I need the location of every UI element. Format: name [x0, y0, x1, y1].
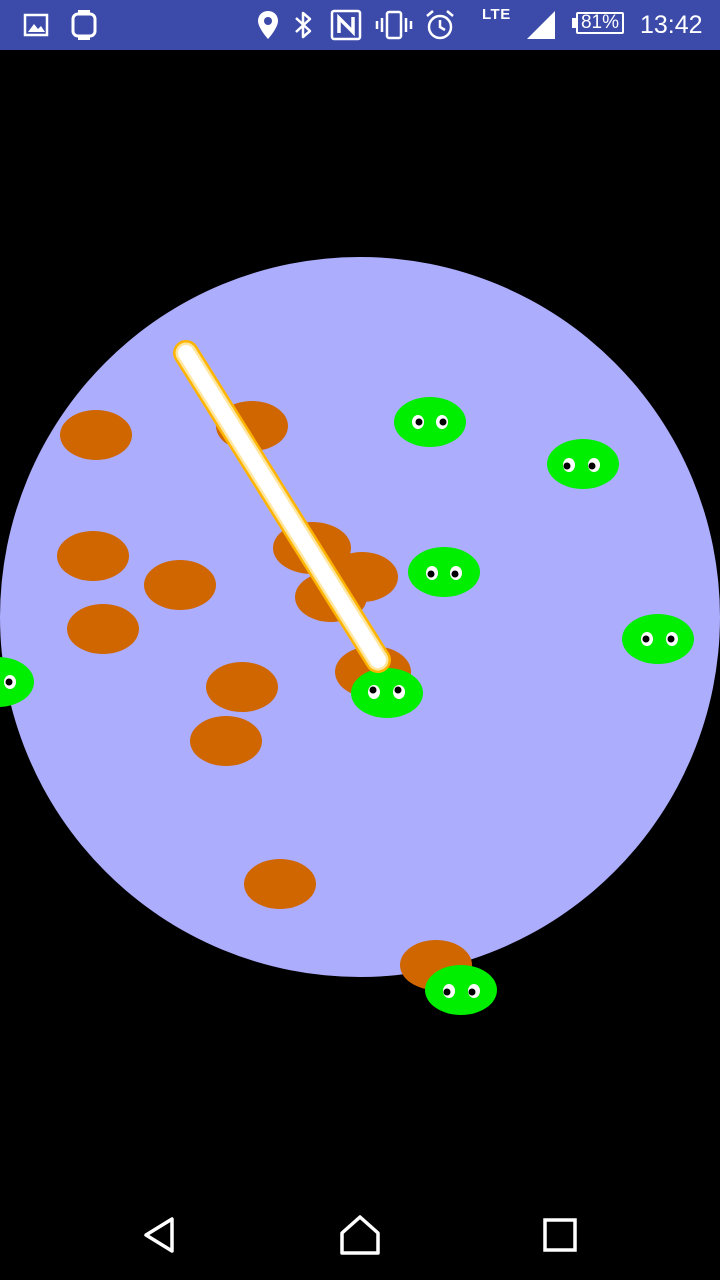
green-creature — [0, 657, 34, 707]
orange-blobs-group — [57, 401, 472, 990]
status-clock: 13:42 — [640, 11, 703, 39]
navigation-bar — [0, 1180, 720, 1280]
cellular-signal-icon — [524, 0, 558, 50]
green-creature — [547, 439, 619, 489]
orange-blob — [244, 859, 316, 909]
orange-blob — [67, 604, 139, 654]
alarm-icon — [422, 0, 458, 50]
recents-icon — [543, 1218, 577, 1252]
status-bar: LTE 81% 13:42 — [0, 0, 720, 50]
nfc-icon — [328, 0, 364, 50]
orange-blob — [206, 662, 278, 712]
network-type-label: LTE — [482, 6, 511, 23]
battery-cap — [572, 18, 576, 28]
game-canvas[interactable] — [0, 50, 720, 1180]
green-creature — [622, 614, 694, 664]
green-creature — [425, 965, 497, 1015]
orange-blob — [144, 560, 216, 610]
orange-blob — [57, 531, 129, 581]
green-creature — [351, 668, 423, 718]
location-icon — [255, 0, 281, 50]
green-creatures-group — [0, 397, 694, 1015]
back-button[interactable] — [130, 1205, 190, 1265]
vibrate-icon — [374, 0, 414, 50]
back-icon — [144, 1217, 174, 1253]
green-creature — [408, 547, 480, 597]
game-area[interactable] — [0, 50, 720, 1180]
light-beam[interactable] — [173, 340, 391, 673]
battery-percent: 81% — [580, 12, 620, 33]
home-icon — [340, 1215, 380, 1255]
watch-notification-icon — [66, 0, 102, 50]
battery-indicator: 81% — [572, 12, 628, 38]
bluetooth-icon — [290, 0, 318, 50]
orange-blob — [190, 716, 262, 766]
image-notification-icon — [22, 0, 50, 50]
home-button[interactable] — [330, 1205, 390, 1265]
orange-blob — [60, 410, 132, 460]
green-creature — [394, 397, 466, 447]
battery-icon — [576, 12, 624, 34]
recents-button[interactable] — [530, 1205, 590, 1265]
